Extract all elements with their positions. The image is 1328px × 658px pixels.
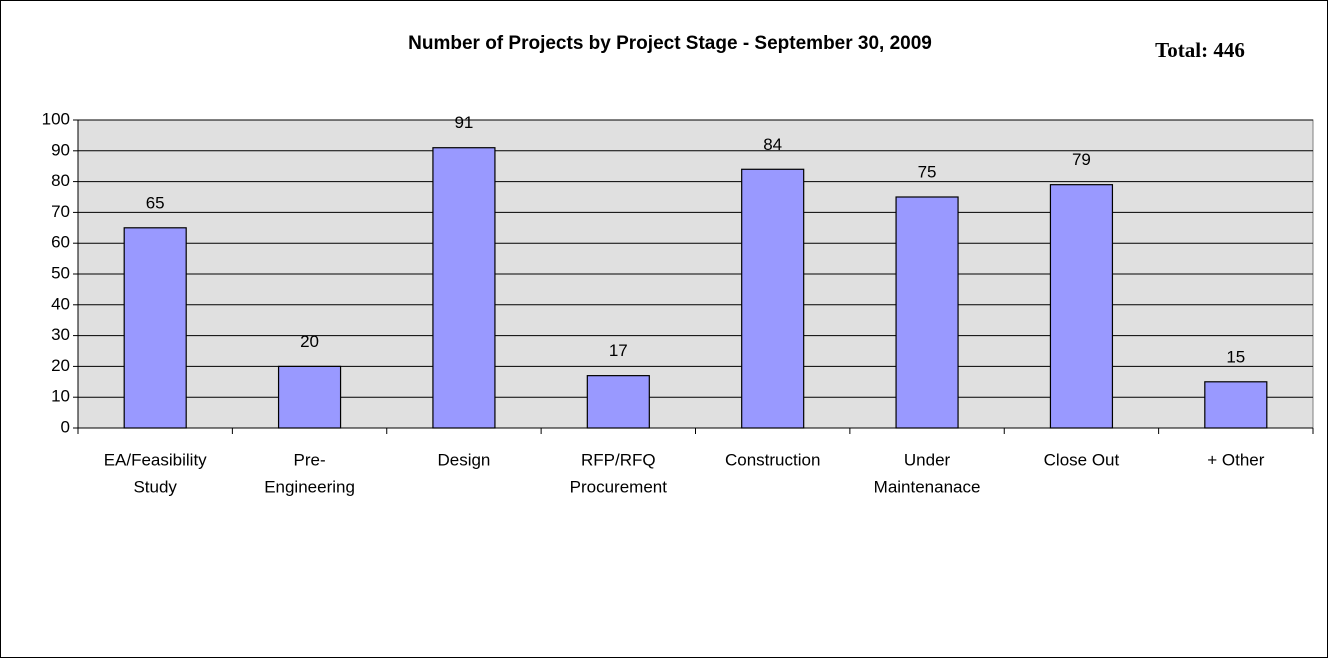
bar — [895, 196, 959, 429]
x-tick-label: Procurement — [570, 477, 668, 496]
x-tick-label: Close Out — [1044, 450, 1120, 469]
y-tick-label: 30 — [51, 325, 70, 344]
total-annotation: Total: 446 — [1155, 38, 1245, 62]
y-tick-label: 100 — [42, 109, 70, 128]
y-tick-label: 70 — [51, 202, 70, 221]
y-tick-label: 40 — [51, 294, 70, 313]
bar — [432, 147, 496, 429]
bar — [1049, 184, 1114, 429]
x-tick-label: Maintenanace — [874, 477, 981, 496]
y-tick-label: 20 — [51, 356, 70, 375]
y-tick-label: 80 — [51, 171, 70, 190]
data-label: 17 — [609, 341, 628, 360]
y-tick-label: 50 — [51, 263, 70, 282]
bar — [741, 168, 805, 429]
data-label: 75 — [918, 162, 937, 181]
x-tick-label: Construction — [725, 450, 820, 469]
data-label: 65 — [146, 193, 165, 212]
x-tick-label: Under — [904, 450, 951, 469]
x-tick-label: + Other — [1207, 450, 1265, 469]
x-tick-label: Engineering — [264, 477, 355, 496]
x-tick-label: EA/Feasibility — [104, 450, 207, 469]
x-tick-label: Design — [437, 450, 490, 469]
y-tick-label: 0 — [61, 417, 70, 436]
bar — [586, 375, 650, 429]
bar — [277, 365, 342, 429]
chart-title: Number of Projects by Project Stage - Se… — [408, 33, 932, 54]
y-tick-label: 60 — [51, 233, 70, 252]
data-label: 20 — [300, 332, 319, 351]
x-tick-label: Study — [133, 477, 177, 496]
data-label: 79 — [1072, 150, 1091, 169]
data-label: 84 — [763, 135, 782, 154]
bar — [1204, 381, 1268, 429]
data-label: 15 — [1226, 347, 1245, 366]
y-tick-label: 10 — [51, 387, 70, 406]
data-label: 91 — [454, 113, 473, 132]
y-tick-label: 90 — [51, 140, 70, 159]
x-tick-label: RFP/RFQ — [581, 450, 656, 469]
bar — [123, 227, 187, 429]
x-tick-label: Pre- — [294, 450, 326, 469]
